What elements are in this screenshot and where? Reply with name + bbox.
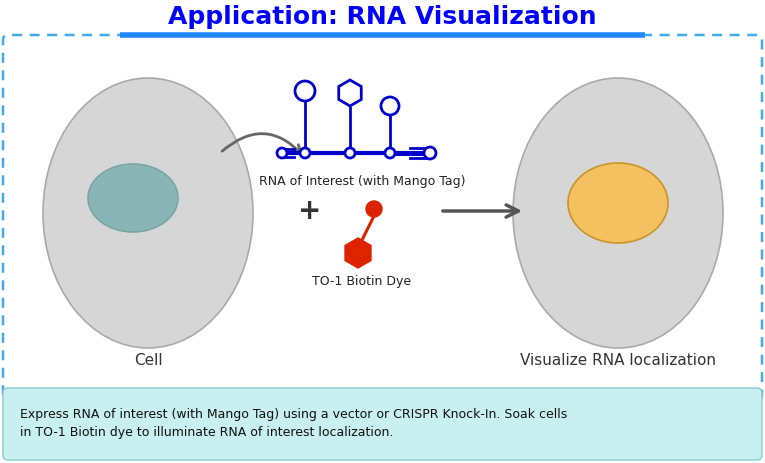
- Text: Cell: Cell: [134, 353, 162, 368]
- FancyBboxPatch shape: [3, 388, 762, 460]
- Text: TO-1 Biotin Dye: TO-1 Biotin Dye: [312, 275, 412, 288]
- Circle shape: [424, 148, 436, 160]
- Circle shape: [385, 149, 395, 159]
- Circle shape: [366, 201, 382, 218]
- Polygon shape: [345, 238, 371, 269]
- Ellipse shape: [43, 79, 253, 348]
- Text: Express RNA of interest (with Mango Tag) using a vector or CRISPR Knock-In. Soak: Express RNA of interest (with Mango Tag)…: [20, 407, 568, 420]
- Circle shape: [345, 149, 355, 159]
- Text: Visualize RNA localization: Visualize RNA localization: [520, 353, 716, 368]
- Polygon shape: [339, 81, 361, 107]
- FancyBboxPatch shape: [3, 36, 762, 400]
- Circle shape: [381, 98, 399, 116]
- Circle shape: [295, 82, 315, 102]
- Ellipse shape: [88, 165, 178, 232]
- Ellipse shape: [568, 163, 668, 244]
- Text: +: +: [298, 197, 322, 225]
- Text: Application: RNA Visualization: Application: RNA Visualization: [168, 5, 596, 29]
- Text: RNA of Interest (with Mango Tag): RNA of Interest (with Mango Tag): [259, 175, 465, 188]
- Circle shape: [277, 149, 287, 159]
- Circle shape: [300, 149, 310, 159]
- Text: in TO-1 Biotin dye to illuminate RNA of interest localization.: in TO-1 Biotin dye to illuminate RNA of …: [20, 425, 393, 438]
- Ellipse shape: [513, 79, 723, 348]
